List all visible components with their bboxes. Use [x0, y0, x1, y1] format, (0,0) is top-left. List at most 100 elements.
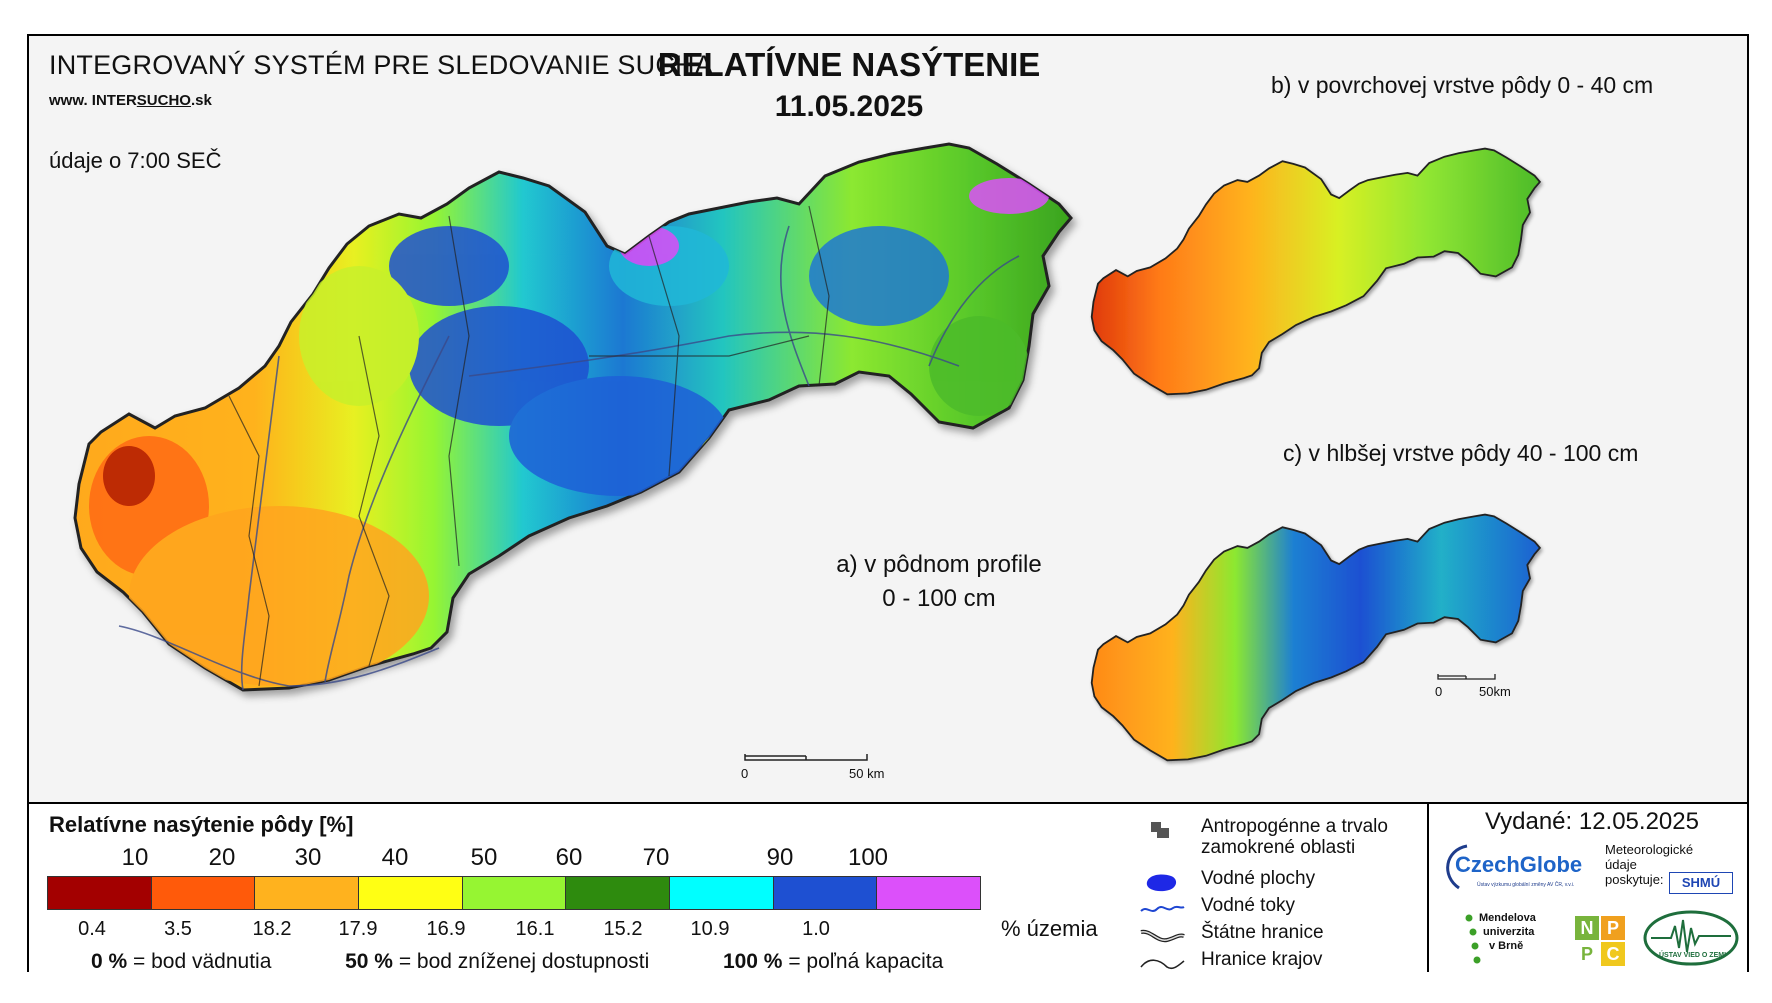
def-wilting-text: = bod vädnutia: [133, 950, 272, 973]
scale-small-end: 50km: [1479, 684, 1511, 699]
nppc-letter: P: [1601, 916, 1625, 940]
url-suffix: .sk: [190, 92, 212, 109]
issued-date: Vydané: 12.05.2025: [1485, 808, 1699, 835]
legend-area-percent: 16.9: [426, 918, 466, 940]
legend-divider: [1427, 804, 1429, 972]
uvz-seismograph-icon: [1643, 910, 1739, 966]
def-reduced-text: = bod zníženej dostupnosti: [398, 950, 650, 973]
legend-definitions: 0 % = bod vädnutia 50 % = bod zníženej d…: [91, 950, 943, 974]
nppc-letter: C: [1601, 942, 1625, 966]
legend-tick: 30: [294, 844, 322, 871]
url-brand: SUCHO: [136, 92, 191, 109]
legend-tick: 60: [555, 844, 583, 871]
legend-area-percent: 3.5: [164, 918, 192, 940]
scale-main-start: 0: [741, 766, 749, 781]
legend-swatch: [462, 877, 567, 909]
meteo-line3: poskytuje:: [1605, 872, 1664, 887]
legend-anthropogenic-line1: Antropogénne a trvalo: [1201, 816, 1388, 837]
data-time: údaje o 7:00 SEČ: [49, 148, 222, 173]
legend-percent-unit: % územia: [1001, 916, 1098, 941]
legend-panel: Relatívne nasýtenie pôdy [%] 10 20 30 40…: [29, 802, 1747, 974]
legend-tick: 70: [642, 844, 670, 871]
state-border-icon: [1140, 929, 1185, 943]
legend-state-borders-label: Štátne hranice: [1201, 922, 1324, 943]
map-b-surface-layer: [1090, 147, 1542, 396]
legend-title: Relatívne nasýtenie pôdy [%]: [49, 812, 354, 837]
uvz-text: ÚSTAV VIED O ZEMI: [1659, 952, 1727, 959]
map-a-caption-line1: a) v pôdnom profile: [836, 551, 1042, 578]
legend-anthropogenic-line2: zamokrené oblasti: [1201, 837, 1356, 858]
czechglobe-text: CzechGlobe: [1455, 852, 1583, 877]
url-prefix: www. INTER: [49, 92, 137, 109]
legend-swatch: [877, 877, 981, 909]
map-frame: INTEGROVANÝ SYSTÉM PRE SLEDOVANIE SUCHA …: [27, 34, 1749, 974]
water-stream-icon: [1140, 905, 1185, 912]
def-capacity-value: 100 %: [722, 950, 783, 973]
legend-tick: 90: [766, 844, 794, 871]
meteo-provider: Meteorologické údaje poskytuje: SHMÚ: [1605, 842, 1745, 912]
legend-area-percent: 18.2: [252, 918, 292, 940]
legend-swatch: [670, 877, 774, 909]
nppc-letter: N: [1575, 916, 1599, 940]
legend-water-bodies: Vodné plochy: [1139, 868, 1439, 894]
mendelu-dots-icon: [1465, 914, 1481, 964]
legend-water-bodies-label: Vodné plochy: [1201, 868, 1316, 889]
legend-area-percent: 1.0: [802, 918, 830, 940]
legend-anthropogenic: Antropogénne a trvalo zamokrené oblasti: [1139, 816, 1439, 860]
def-wilting-value: 0 %: [91, 950, 128, 973]
system-title: INTEGROVANÝ SYSTÉM PRE SLEDOVANIE SUCHA: [49, 50, 713, 80]
map-c-deep-layer: [1090, 513, 1542, 762]
map-a-caption: a) v pôdnom profile 0 - 100 cm: [789, 548, 1089, 616]
legend-tick: 50: [470, 844, 498, 871]
legend-state-borders: Štátne hranice: [1139, 922, 1439, 948]
czechglobe-subtitle: Ústav výzkumu globální změny AV ČR, v.v.…: [1477, 882, 1575, 888]
nppc-letter: P: [1575, 942, 1599, 966]
czechglobe-swoosh-icon: [1446, 844, 1468, 890]
scale-main-end: 50 km: [849, 766, 885, 781]
legend-tick: 20: [208, 844, 236, 871]
mendelu-line2: univerzita: [1483, 926, 1535, 938]
legend-streams: Vodné toky: [1139, 895, 1439, 921]
water-body-icon: [1146, 874, 1177, 892]
legend-area-percent: 0.4: [78, 918, 106, 940]
mendelu-line3: v Brně: [1489, 940, 1524, 952]
mendelu-logo: Mendelova univerzita v Brně: [1439, 912, 1549, 968]
nppc-logo: N P P C: [1575, 916, 1625, 966]
scale-bar-main: [744, 754, 868, 761]
legend-area-percent: 16.1: [515, 918, 555, 940]
legend-swatch: [255, 877, 360, 909]
map-date: 11.05.2025: [774, 90, 924, 123]
meteo-line1: Meteorologické: [1605, 842, 1694, 857]
legend-color-bar: [47, 876, 981, 910]
mendelu-line1: Mendelova: [1479, 912, 1536, 924]
maps-graphic: [73, 142, 1542, 762]
legend-area-percent: 10.9: [690, 918, 730, 940]
map-c-caption: c) v hlbšej vrstve pôdy 40 - 100 cm: [1283, 440, 1639, 466]
scale-small-start: 0: [1435, 684, 1443, 699]
legend-streams-label: Vodné toky: [1201, 895, 1296, 916]
legend-area-percent: 15.2: [603, 918, 643, 940]
legend-swatch: [48, 877, 152, 909]
def-reduced-value: 50 %: [345, 950, 393, 973]
czechglobe-logo: CzechGlobe Ústav výzkumu globální změny …: [1437, 842, 1587, 894]
uvz-logo: ÚSTAV VIED O ZEMI: [1641, 908, 1745, 968]
legend-tick: 100: [847, 844, 889, 871]
map-area: INTEGROVANÝ SYSTÉM PRE SLEDOVANIE SUCHA …: [29, 36, 1747, 802]
legend-area-percent: 17.9: [338, 918, 378, 940]
meteo-line2: údaje: [1605, 857, 1637, 872]
legend-tick: 40: [381, 844, 409, 871]
legend-swatch: [359, 877, 463, 909]
shmu-logo: SHMÚ: [1669, 872, 1733, 894]
map-b-caption: b) v povrchovej vrstve pôdy 0 - 40 cm: [1271, 72, 1654, 98]
legend-region-borders: Hranice krajov: [1139, 949, 1439, 975]
region-border-icon: [1140, 959, 1185, 970]
anthropogenic-area-icon: [1151, 822, 1169, 838]
legend-swatch: [151, 877, 256, 909]
map-a-caption-line2: 0 - 100 cm: [882, 585, 996, 612]
legend-swatch: [773, 877, 878, 909]
main-title: RELATÍVNE NASÝTENIE: [657, 46, 1041, 83]
legend-region-borders-label: Hranice krajov: [1201, 949, 1323, 970]
website-url[interactable]: www. INTERSUCHO.sk: [49, 92, 212, 109]
legend-swatch: [566, 877, 671, 909]
legend-tick: 10: [121, 844, 149, 871]
